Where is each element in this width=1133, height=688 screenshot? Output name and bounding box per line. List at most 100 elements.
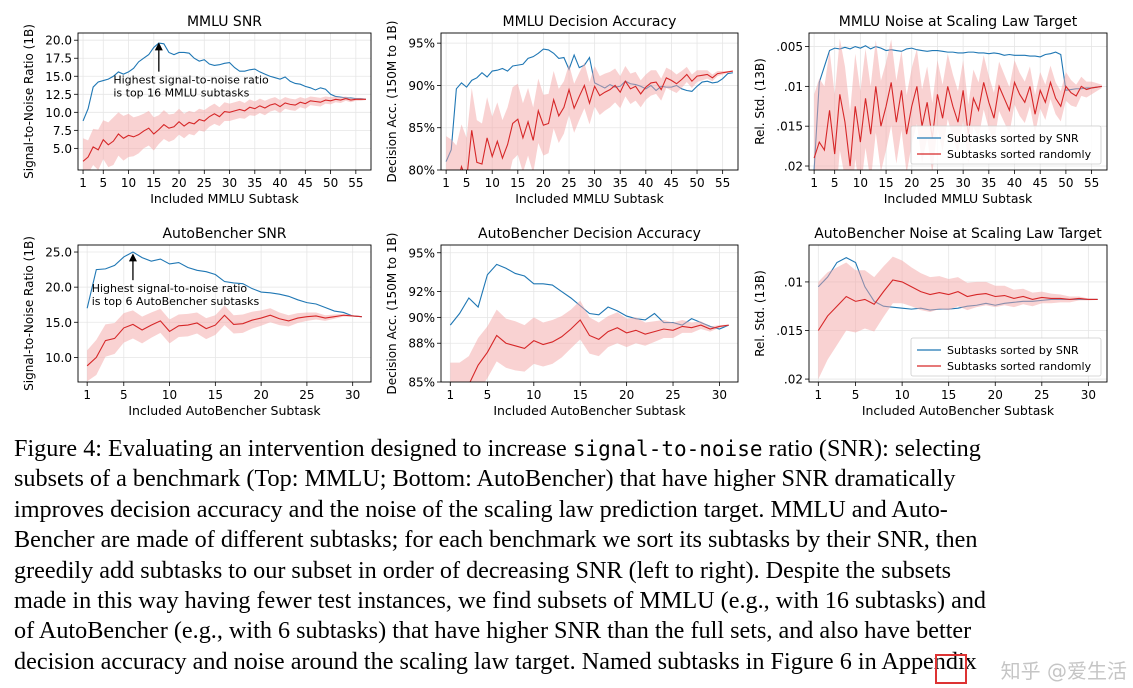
legend-label: Subtasks sorted by SNR — [947, 344, 1079, 357]
legend-label: Subtasks sorted by SNR — [947, 132, 1079, 145]
y-tick-label: 95% — [408, 246, 435, 260]
x-tick-label: 5 — [831, 176, 839, 190]
y-tick-label: .02 — [784, 160, 803, 174]
series-line-random — [82, 98, 366, 162]
series-band — [818, 256, 1098, 380]
x-tick-label: 25 — [930, 176, 945, 190]
x-tick-label: 20 — [904, 176, 919, 190]
y-tick-label: 90% — [408, 311, 435, 325]
chart-title: AutoBencher SNR — [162, 226, 286, 242]
x-tick-label: 55 — [1084, 176, 1099, 190]
figure-panels: 1 5 10 15 20 25 30 35 40 45 50 555.07.510.012.515.0… — [22, 14, 1108, 418]
chart-title: AutoBencher Noise at Scaling Law Target — [814, 226, 1102, 242]
y-tick-label: 95% — [408, 37, 435, 51]
x-tick-label: 1 — [810, 176, 818, 190]
caption-line: decision accuracy and noise around the s… — [14, 647, 977, 675]
y-tick-label: 85% — [408, 376, 435, 390]
annotation-arrowhead — [128, 253, 137, 262]
x-tick-label: 10 — [526, 388, 541, 402]
x-tick-label: 5 — [484, 388, 492, 402]
x-tick-label: 20 — [536, 176, 551, 190]
x-tick-label: 30 — [587, 176, 602, 190]
x-tick-label: 1 — [442, 176, 450, 190]
series-line-random — [817, 279, 1098, 331]
caption-line: Figure 4: Evaluating an intervention des… — [14, 434, 1118, 464]
series-band — [87, 305, 362, 382]
x-tick-label: 40 — [272, 176, 287, 190]
x-tick-label: 5 — [463, 176, 471, 190]
x-tick-label: 20 — [253, 388, 268, 402]
x-tick-label: 1 — [814, 388, 822, 402]
chart-title: MMLU Decision Accuracy — [503, 14, 677, 30]
x-tick-label: 20 — [171, 176, 186, 190]
caption-text: ratio (SNR): selecting — [762, 435, 981, 462]
series-band — [814, 38, 1102, 170]
legend-box — [910, 337, 1102, 377]
y-tick-label: 25.0 — [45, 246, 72, 260]
watermark-box — [935, 654, 967, 684]
series-line-random — [469, 319, 729, 382]
x-tick-label: 25 — [197, 176, 212, 190]
x-tick-label: 5 — [852, 388, 860, 402]
x-tick-label: 50 — [1058, 176, 1073, 190]
legend-label: Subtasks sorted randomly — [947, 148, 1092, 161]
annotation-text: is top 16 MMLU subtasks — [113, 87, 249, 100]
x-tick-label: 15 — [510, 176, 525, 190]
series-line-snr — [82, 42, 367, 122]
caption-line: made in this way having fewer test insta… — [14, 587, 987, 615]
x-tick-label: 30 — [1081, 388, 1096, 402]
x-tick-label: 30 — [222, 176, 237, 190]
x-axis-label: Included AutoBencher Subtask — [493, 403, 686, 418]
y-axis-label: Rel. Std. (13B) — [753, 58, 767, 145]
x-axis-label: Included MMLU Subtask — [150, 191, 299, 206]
plot-area — [86, 251, 362, 382]
series-line-random — [86, 314, 362, 367]
x-tick-label: 5 — [120, 388, 128, 402]
series-band — [450, 300, 729, 382]
y-tick-label: 90% — [408, 79, 435, 93]
axes-frame — [440, 244, 739, 383]
plot-area — [82, 42, 367, 170]
x-tick-label: 20 — [619, 388, 634, 402]
y-tick-label: 88% — [408, 337, 435, 351]
chart-title: MMLU Noise at Scaling Law Target — [839, 14, 1078, 30]
x-tick-label: 15 — [146, 176, 161, 190]
x-tick-label: 10 — [121, 176, 136, 190]
chart-panel: 1 5 10 15 20 25 30 35 40 45 50 55 80% 85% 90% 95% MMLU D… — [385, 14, 739, 206]
y-tick-label: 80% — [408, 164, 435, 178]
y-tick-label: 7.5 — [53, 124, 72, 138]
axes-frame — [808, 244, 1108, 383]
axes-frame — [440, 32, 739, 171]
caption-line: subsets of a benchmark (Top: MMLU; Botto… — [14, 465, 956, 493]
chart-panel: 1 5 10 15 20 25 30 35 40 45 50 55 .005 .01 .015 .02 MMLU… — [753, 14, 1108, 206]
caption-line: Bencher are made of different subtasks; … — [14, 526, 978, 554]
caption-code: signal-to-noise — [572, 437, 763, 461]
legend-label: Subtasks sorted randomly — [947, 360, 1092, 373]
annotation-arrowhead — [154, 42, 163, 51]
annotation-text: Highest signal-to-noise ratio — [92, 282, 248, 295]
x-tick-label: 1 — [83, 388, 91, 402]
x-tick-label: 35 — [981, 176, 996, 190]
x-tick-label: 35 — [247, 176, 262, 190]
plot-area — [813, 38, 1102, 170]
chart-title: MMLU SNR — [187, 14, 262, 30]
x-tick-label: 55 — [715, 176, 730, 190]
x-tick-label: 25 — [665, 388, 680, 402]
caption-line: of AutoBencher (e.g., with 6 subtasks) t… — [14, 617, 972, 645]
x-tick-label: 15 — [573, 388, 588, 402]
x-tick-label: 45 — [298, 176, 313, 190]
plot-area — [817, 256, 1098, 380]
x-tick-label: 55 — [348, 176, 363, 190]
x-tick-label: 45 — [1033, 176, 1048, 190]
x-axis-label: Included MMLU Subtask — [515, 191, 664, 206]
series-line-random — [813, 80, 1102, 167]
y-tick-label: .015 — [776, 120, 803, 134]
x-tick-label: 50 — [323, 176, 338, 190]
annotation-text: is top 6 AutoBencher subtasks — [92, 295, 260, 308]
y-tick-label: 15.0 — [45, 316, 72, 330]
y-tick-label: .01 — [784, 275, 803, 289]
series-line-snr — [813, 45, 1102, 170]
x-tick-label: 10 — [894, 388, 909, 402]
y-tick-label: 5.0 — [53, 142, 72, 156]
